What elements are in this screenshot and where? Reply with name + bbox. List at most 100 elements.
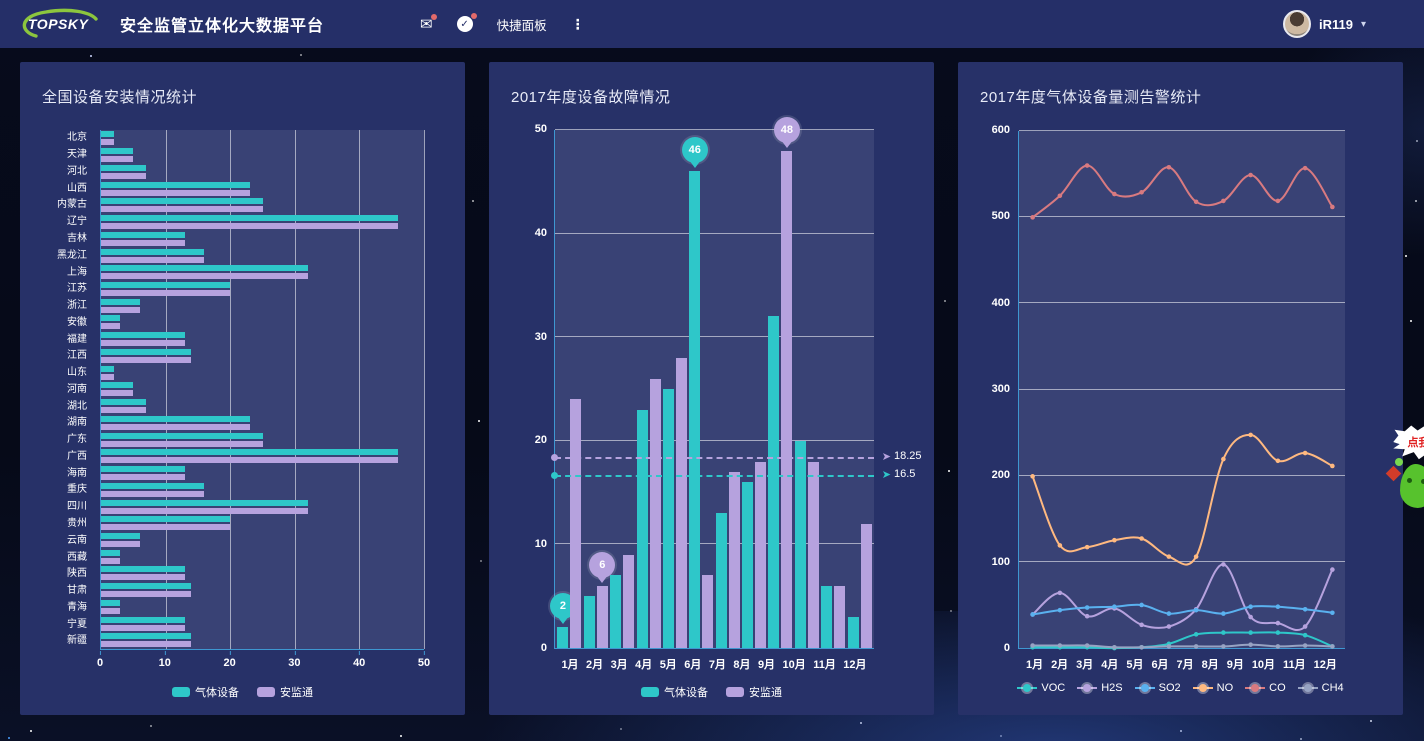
username: iR119 [1318,16,1353,32]
bar-气体设备 [101,549,121,556]
x-axis-labels: 1月 2月 3月 4月 5月 6月 7月 8月 9月 10月 11月 12月 [1018,656,1345,672]
bar-气体设备 [583,596,595,648]
bar-group [821,130,846,648]
axis-tick-label: 10月 [1251,659,1276,671]
quick-panel-link[interactable]: 快捷面板 [496,18,547,33]
average-line-气体设备: ➤ 16.5 [551,468,915,481]
axis-tick-label: 2月 [1051,659,1069,671]
card-fault-stats: 2017年度设备故障情况 0 10 20 30 40 50 2 6 46 48 ➤ 18.25 ➤ 16.… [489,62,934,715]
bar-气体设备 [101,432,263,439]
legend-item-气体设备[interactable]: 气体设备 [641,684,708,700]
legend-item-VOC[interactable]: VOC [1017,682,1065,694]
line-NO [1031,433,1333,566]
bar-安监通 [101,540,140,547]
bar-安监通 [675,357,687,648]
bar-气体设备 [101,215,399,222]
legend-item-气体设备[interactable]: 气体设备 [172,684,239,700]
axis-tick-label: 20 [534,434,547,447]
legend-line-marker-SO2 [1134,687,1155,689]
data-point-CH4 [1221,644,1226,649]
average-line-安监通: ➤ 18.25 [551,450,922,463]
line-plot [1030,163,1335,651]
card-installation-stats: 全国设备安装情况统计 北京 天津 河北 山西 内蒙古 辽宁 吉林 黑龙江 上海 江苏 浙江 安徽 福建江… [20,62,465,715]
data-point-CH4 [1084,643,1090,648]
bar-气体设备 [794,440,806,648]
bar-安监通 [101,574,185,581]
bar-气体设备 [636,409,648,648]
category-label: 江西 [67,350,87,362]
data-point-CH4 [1057,643,1063,648]
data-point-NO [1275,458,1281,464]
category-label: 上海 [67,266,87,278]
axis-tick-label: 6月 [1151,659,1169,671]
data-point-CO [1275,198,1281,204]
axis-tick-label: 200 [991,469,1010,482]
bar-气体设备 [101,599,121,606]
user-menu[interactable]: iR119 ▾ [1282,10,1366,38]
avatar[interactable] [1282,10,1311,38]
topsky-logo[interactable]: TOPSKY [18,8,100,40]
average-line-label: 18.25 [894,449,922,462]
axis-tick-label: 9月 [1226,659,1244,671]
gridline [1019,130,1345,131]
data-point-CO [1302,165,1308,171]
gridline [165,130,167,649]
data-point-SO2 [1166,611,1172,616]
axis-tick-label: 12月 [1313,659,1337,671]
bar-group [101,566,424,581]
data-point-CO [1330,204,1335,210]
plot-area: 2 6 46 48 ➤ 18.25 ➤ 16.5 [549,116,922,649]
bar-安监通 [101,457,399,464]
bar-气体设备: 2 [549,593,576,648]
category-label: 陕西 [67,568,87,580]
check-circle-icon[interactable]: ✓ [456,13,477,32]
bar-气体设备 [662,389,674,648]
gridline [555,439,874,441]
axis-tick-label: 7月 [708,659,726,671]
bar-group [101,332,424,347]
category-label: 贵州 [67,517,87,529]
legend-item-H2S[interactable]: H2S [1077,682,1123,694]
bar-group [101,281,424,296]
gridline [424,130,425,649]
legend-item-CO[interactable]: CO [1245,682,1286,694]
bar-气体设备 [101,131,114,138]
bar-气体设备 [101,332,185,339]
category-label: 云南 [67,534,87,546]
bar-安监通 [101,407,147,414]
data-point-CO [1112,191,1117,197]
legend-item-安监通[interactable]: 安监通 [726,684,782,700]
legend-item-安监通[interactable]: 安监通 [257,684,313,700]
promo-bubble[interactable]: 点我加 [1393,424,1424,460]
legend-item-CH4[interactable]: CH4 [1297,682,1344,694]
gridline [555,129,874,130]
category-label: 河北 [67,165,87,177]
bar-group [101,549,424,564]
axis-tick-label: 40 [534,226,547,239]
mail-icon[interactable]: ✉ [420,13,437,32]
bar-安监通 [834,585,846,648]
legend-item-NO[interactable]: NO [1192,682,1233,694]
chart-title: 2017年度气体设备量测告警统计 [980,89,1202,106]
gridline [230,130,232,649]
kebab-menu-icon[interactable]: ⋮ [570,15,585,32]
axis-tick-label: 400 [991,296,1010,309]
markpoint-pin: 46 [681,137,708,164]
category-axis: 北京 天津 河北 山西 内蒙古 辽宁 吉林 黑龙江 上海 江苏 浙江 安徽 福建 江西 山东 河南 湖北 湖南 广东… [26,130,94,650]
bar-group [101,516,424,531]
gridline [555,543,874,545]
data-point-SO2 [1139,602,1144,608]
bar-气体设备: 46 [681,137,708,648]
bar-安监通 [101,239,185,246]
floating-mascot-widget[interactable]: 点我加 [1385,424,1424,508]
legend-swatch-安监通 [726,687,744,697]
green-mascot-icon [1395,458,1424,508]
bar-气体设备 [742,482,753,648]
data-point-VOC [1248,630,1253,635]
gridline [1019,216,1345,218]
bar-安监通 [702,575,714,648]
bar-气体设备 [101,181,250,188]
legend-item-SO2[interactable]: SO2 [1134,682,1181,694]
legend-line-marker-CH4 [1297,687,1318,689]
plot-area [100,130,425,650]
